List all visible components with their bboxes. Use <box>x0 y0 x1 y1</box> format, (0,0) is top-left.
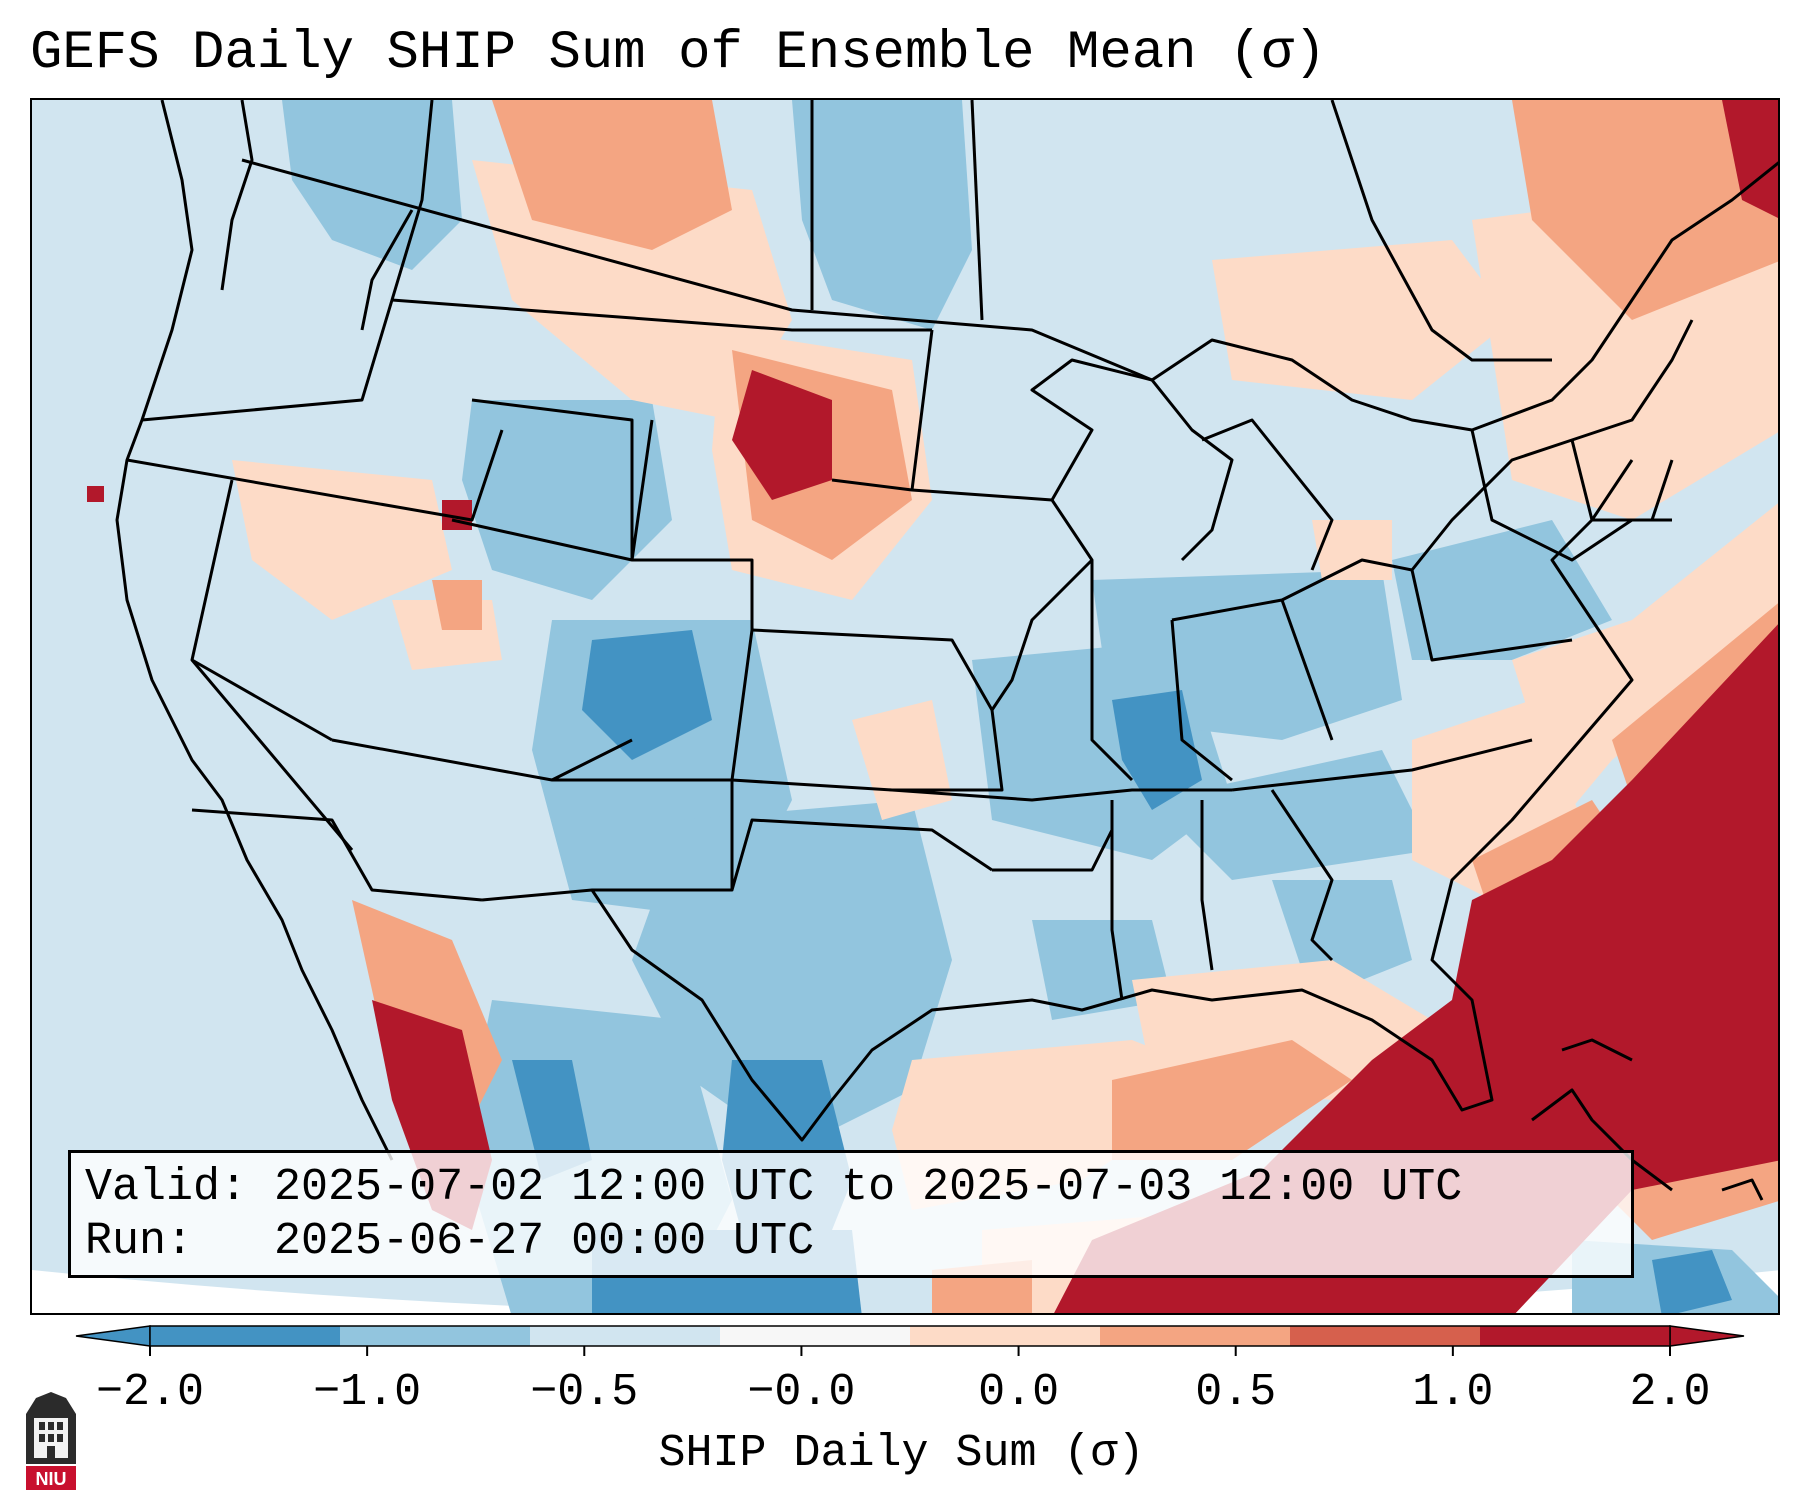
strong-positive-regions <box>87 100 1778 1313</box>
colorbar-segment <box>340 1326 531 1346</box>
validity-info-box: Valid: 2025-07-02 12:00 UTC to 2025-07-0… <box>68 1150 1634 1278</box>
valid-label: Valid: <box>85 1162 248 1213</box>
map-panel[interactable] <box>30 98 1780 1315</box>
colorbar-tick-label: −1.0 <box>313 1367 421 1418</box>
colorbar-tick-label: −0.0 <box>747 1367 855 1418</box>
run-label: Run: <box>85 1216 194 1267</box>
colorbar-tick-label: 0.0 <box>978 1367 1059 1418</box>
colorbar-segment <box>1290 1326 1481 1346</box>
colorbar-segment <box>1100 1326 1291 1346</box>
colorbar-segment <box>720 1326 911 1346</box>
niu-logo-icon: NIU <box>26 1392 76 1490</box>
logo-text: NIU <box>36 1469 67 1489</box>
colorbar-segment <box>1480 1326 1671 1346</box>
colorbar-border <box>149 1325 1671 1347</box>
chart-title: GEFS Daily SHIP Sum of Ensemble Mean (σ) <box>30 23 1327 84</box>
run-value: 2025-06-27 00:00 UTC <box>274 1216 815 1267</box>
valid-row: Valid: 2025-07-02 12:00 UTC to 2025-07-0… <box>85 1161 1617 1215</box>
borders-and-coastlines <box>115 100 1778 1201</box>
valid-value: 2025-07-02 12:00 UTC to 2025-07-03 12:00… <box>274 1162 1463 1213</box>
run-row: Run: 2025-06-27 00:00 UTC <box>85 1215 1617 1269</box>
colorbar-extend-high <box>1669 1325 1745 1347</box>
colorbar-segment <box>530 1326 721 1346</box>
colorbar: −2.0 −1.0 −0.5 −0.0 0.0 0.5 1.0 2.0 <box>75 1325 1745 1418</box>
colorbar-tick-label: −2.0 <box>96 1367 204 1418</box>
colorbar-tick-label: 0.5 <box>1195 1367 1276 1418</box>
colorbar-label: SHIP Daily Sum (σ) <box>658 1428 1145 1479</box>
map-canvas <box>32 100 1778 1313</box>
colorbar-segment <box>150 1326 341 1346</box>
colorbar-tick-label: 2.0 <box>1629 1367 1710 1418</box>
colorbar-tick-label: 1.0 <box>1412 1367 1493 1418</box>
colorbar-extend-low <box>75 1325 151 1347</box>
colorbar-segment <box>910 1326 1101 1346</box>
colorbar-tick-label: −0.5 <box>530 1367 638 1418</box>
moderate-positive-regions <box>352 100 1778 1313</box>
